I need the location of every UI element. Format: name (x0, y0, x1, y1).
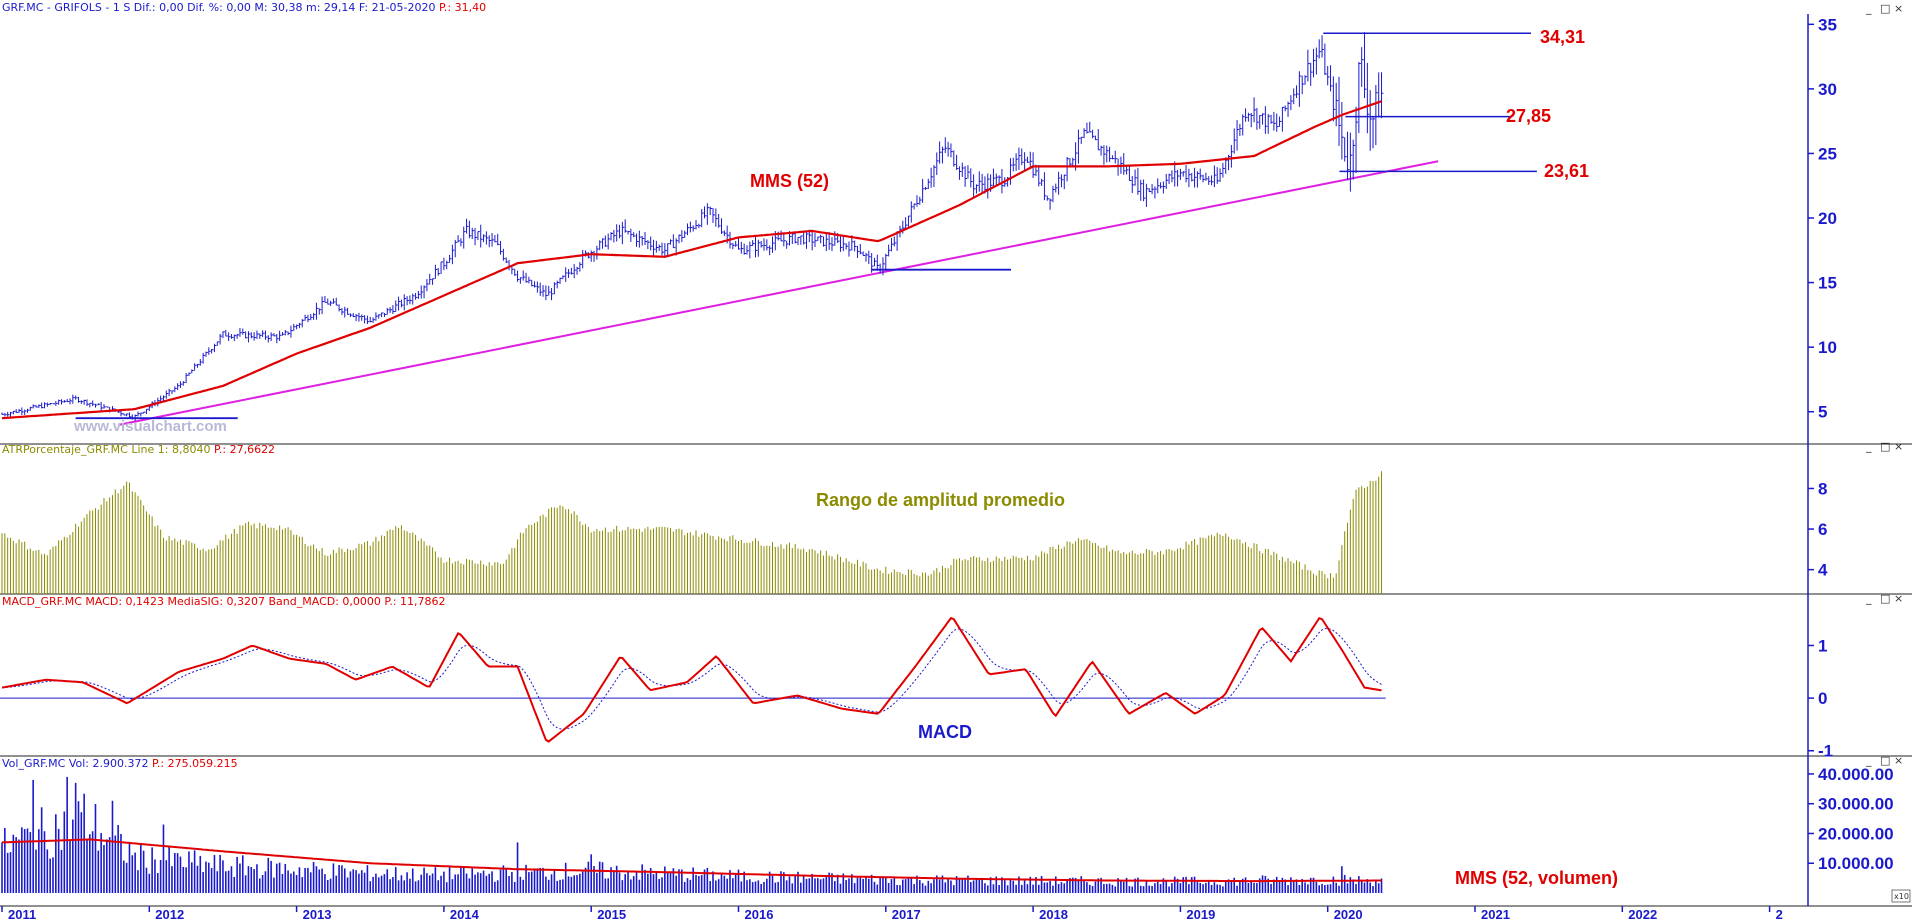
level-label-mid: 27,85 (1506, 106, 1551, 126)
svg-text:x10: x10 (1894, 892, 1909, 901)
price-header-text: GRF.MC - GRIFOLS - 1 S Dif.: 0,00 Dif. %… (2, 1, 436, 14)
window-control-maximize-icon[interactable]: □ (1880, 440, 1890, 453)
x-tick-label: 2 (1776, 907, 1783, 922)
x-axis: 2011 2012 2013 2014 2015 2016 2017 2018 2019 2020… (1, 906, 1783, 922)
x-tick-label: 2019 (1186, 907, 1215, 922)
vol-ytick-label: 20.000.00 (1818, 824, 1894, 843)
macd-line (1, 616, 1382, 743)
vol-ytick-label: 40.000.00 (1818, 765, 1894, 784)
x-tick-label: 2018 (1039, 907, 1068, 922)
window-control-minimize-icon[interactable]: _ (1865, 440, 1872, 453)
atr-header-text: ATRPorcentaje_GRF.MC Line 1: 8,8040 (2, 443, 210, 456)
x-tick-label: 2015 (597, 907, 626, 922)
atr-header: ATRPorcentaje_GRF.MC Line 1: 8,8040 P.: … (2, 443, 275, 456)
volume-panel: 10.000.00 20.000.00 30.000.00 40.000.00 (1, 765, 1894, 893)
window-control-maximize-icon[interactable]: □ (1880, 2, 1890, 15)
vol-header: Vol_GRF.MC Vol: 2.900.372 P.: 275.059.21… (2, 757, 238, 770)
macd-ytick-label: 0 (1818, 689, 1827, 708)
window-control-close-icon[interactable]: × (1894, 440, 1903, 453)
price-ytick-label: 15 (1818, 274, 1837, 293)
window-control-maximize-icon[interactable]: □ (1880, 592, 1890, 605)
price-ytick-label: 20 (1818, 209, 1837, 228)
macd-panel: 1 0 -1 (0, 616, 1833, 761)
volume-ma-label: MMS (52, volumen) (1455, 868, 1618, 888)
level-label-low: 23,61 (1544, 161, 1589, 181)
window-control-close-icon[interactable]: × (1894, 2, 1903, 15)
volume-ma-line (1, 838, 1382, 883)
ma-label: MMS (52) (750, 171, 829, 191)
atr-panel: 4 6 8 (1, 471, 1828, 594)
price-header: GRF.MC - GRIFOLS - 1 S Dif.: 0,00 Dif. %… (0, 0, 1912, 14)
x-tick-label: 2022 (1628, 907, 1657, 922)
price-ytick-label: 35 (1818, 15, 1837, 34)
vol-ytick-label: 10.000.00 (1818, 854, 1894, 873)
vol-header-text: Vol_GRF.MC Vol: 2.900.372 (2, 757, 149, 770)
moving-average-line (1, 100, 1382, 420)
svg-text:GRF.MC - GRIFOLS - 1 S Dif.:: GRF.MC - GRIFOLS - 1 S Dif.: 0,00 Dif. %… (2, 1, 486, 14)
svg-text:Vol_GRF.MC Vol: 2.900.372 P.:: Vol_GRF.MC Vol: 2.900.372 P.: 275.059.21… (2, 757, 238, 770)
atr-ytick-label: 8 (1818, 479, 1827, 498)
window-control-minimize-icon[interactable]: _ (1865, 754, 1872, 767)
x-tick-label: 2021 (1481, 907, 1510, 922)
price-header-p: P.: 31,40 (439, 1, 486, 14)
x-tick-label: 2016 (745, 907, 774, 922)
x-tick-label: 2020 (1334, 907, 1363, 922)
x-tick-label: 2013 (303, 907, 332, 922)
scale-marker: x10 (1891, 889, 1911, 903)
price-ytick-label: 10 (1818, 338, 1837, 357)
atr-ytick-label: 4 (1818, 561, 1828, 580)
x-tick-label: 2017 (892, 907, 921, 922)
atr-header-p: P.: 27,6622 (214, 443, 275, 456)
window-control-minimize-icon[interactable]: _ (1865, 2, 1872, 15)
macd-ytick-label: 1 (1818, 636, 1827, 655)
price-ytick-label: 25 (1818, 144, 1837, 163)
macd-header-text: MACD_GRF.MC MACD: 0,1423 MediaSIG: 0,320… (2, 595, 381, 608)
x-tick-label: 2014 (450, 907, 480, 922)
window-control-close-icon[interactable]: × (1894, 754, 1903, 767)
window-control-close-icon[interactable]: × (1894, 592, 1903, 605)
price-panel: 5 10 15 20 25 30 35 (1, 15, 1837, 426)
window-control-maximize-icon[interactable]: □ (1880, 754, 1890, 767)
macd-header-p: P.: 11,7862 (384, 595, 445, 608)
macd-signal-line (1, 627, 1382, 730)
window-controls: _ □ × _ □ × _ □ × _ □ × (1865, 2, 1903, 767)
svg-text:ATRPorcentaje_GRF.MC Line 1:: ATRPorcentaje_GRF.MC Line 1: 8,8040 P.: … (2, 443, 275, 456)
vol-header-p: P.: 275.059.215 (152, 757, 238, 770)
x-tick-label: 2012 (155, 907, 184, 922)
macd-header: MACD_GRF.MC MACD: 0,1423 MediaSIG: 0,320… (2, 595, 446, 608)
watermark: www.visualchart.com (73, 418, 227, 435)
x-tick-label: 2011 (8, 907, 36, 922)
window-control-minimize-icon[interactable]: _ (1865, 592, 1872, 605)
trendline (119, 160, 1439, 426)
price-ytick-label: 5 (1818, 403, 1827, 422)
svg-text:MACD_GRF.MC MACD: 0,1423 Med: MACD_GRF.MC MACD: 0,1423 MediaSIG: 0,320… (2, 595, 446, 608)
atr-label: Rango de amplitud promedio (816, 490, 1065, 510)
atr-ytick-label: 6 (1818, 520, 1827, 539)
price-ytick-label: 30 (1818, 80, 1837, 99)
macd-ytick-label: -1 (1818, 742, 1833, 761)
vol-ytick-label: 30.000.00 (1818, 795, 1894, 814)
level-label-high: 34,31 (1540, 27, 1585, 47)
macd-label: MACD (918, 722, 972, 742)
